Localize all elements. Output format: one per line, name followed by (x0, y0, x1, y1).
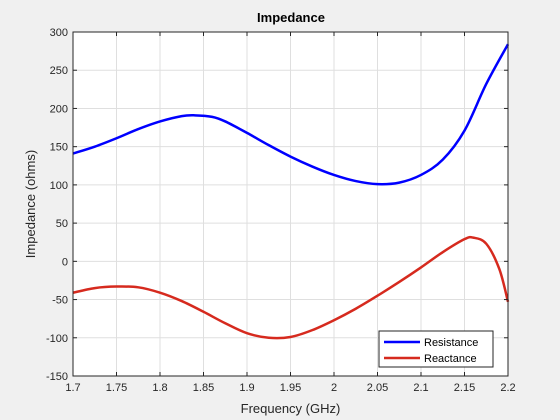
y-tick-label: 50 (56, 218, 68, 230)
legend-box (378, 330, 494, 368)
axis-ticks (72, 31, 509, 377)
y-tick-label: 100 (50, 180, 68, 192)
legend-label-reactance: Reactance (424, 353, 477, 365)
y-tick-label: 300 (50, 27, 68, 39)
x-tick-label: 1.8 (152, 382, 167, 394)
x-tick-label: 2 (331, 382, 337, 394)
y-tick-label: 200 (50, 103, 68, 115)
x-tick-label: 2.15 (454, 382, 475, 394)
y-tick-label: 0 (62, 256, 68, 268)
legend-label-resistance: Resistance (424, 337, 478, 349)
series-line-reactance (72, 235, 510, 340)
y-axis-label: Impedance (ohms) (23, 150, 38, 258)
x-axis-label: Frequency (GHz) (241, 401, 341, 416)
y-tick-label: -100 (46, 333, 68, 345)
y-tick-label: -50 (52, 295, 68, 307)
y-tick-label: -150 (46, 371, 68, 383)
x-tick-label: 1.75 (106, 382, 127, 394)
x-tick-label: 1.7 (65, 382, 80, 394)
x-tick-labels: 1.7 1.75 1.8 1.85 1.9 1.95 2 2.05 2.1 2.15 2.2 (65, 382, 515, 394)
x-tick-label: 1.85 (193, 382, 214, 394)
x-tick-label: 1.9 (239, 382, 254, 394)
x-tick-label: 2.2 (500, 382, 515, 394)
x-tick-label: 1.95 (280, 382, 301, 394)
series-line-resistance (72, 43, 510, 186)
x-tick-label: 2.1 (413, 382, 428, 394)
x-tick-label: 2.05 (367, 382, 388, 394)
chart-title: Impedance (257, 10, 325, 25)
y-tick-labels: -150 -100 -50 0 50 100 150 200 250 300 (46, 27, 68, 383)
y-tick-label: 150 (50, 142, 68, 154)
data-series (72, 43, 510, 340)
y-tick-label: 250 (50, 65, 68, 77)
legend: Resistance Reactance (378, 330, 494, 368)
